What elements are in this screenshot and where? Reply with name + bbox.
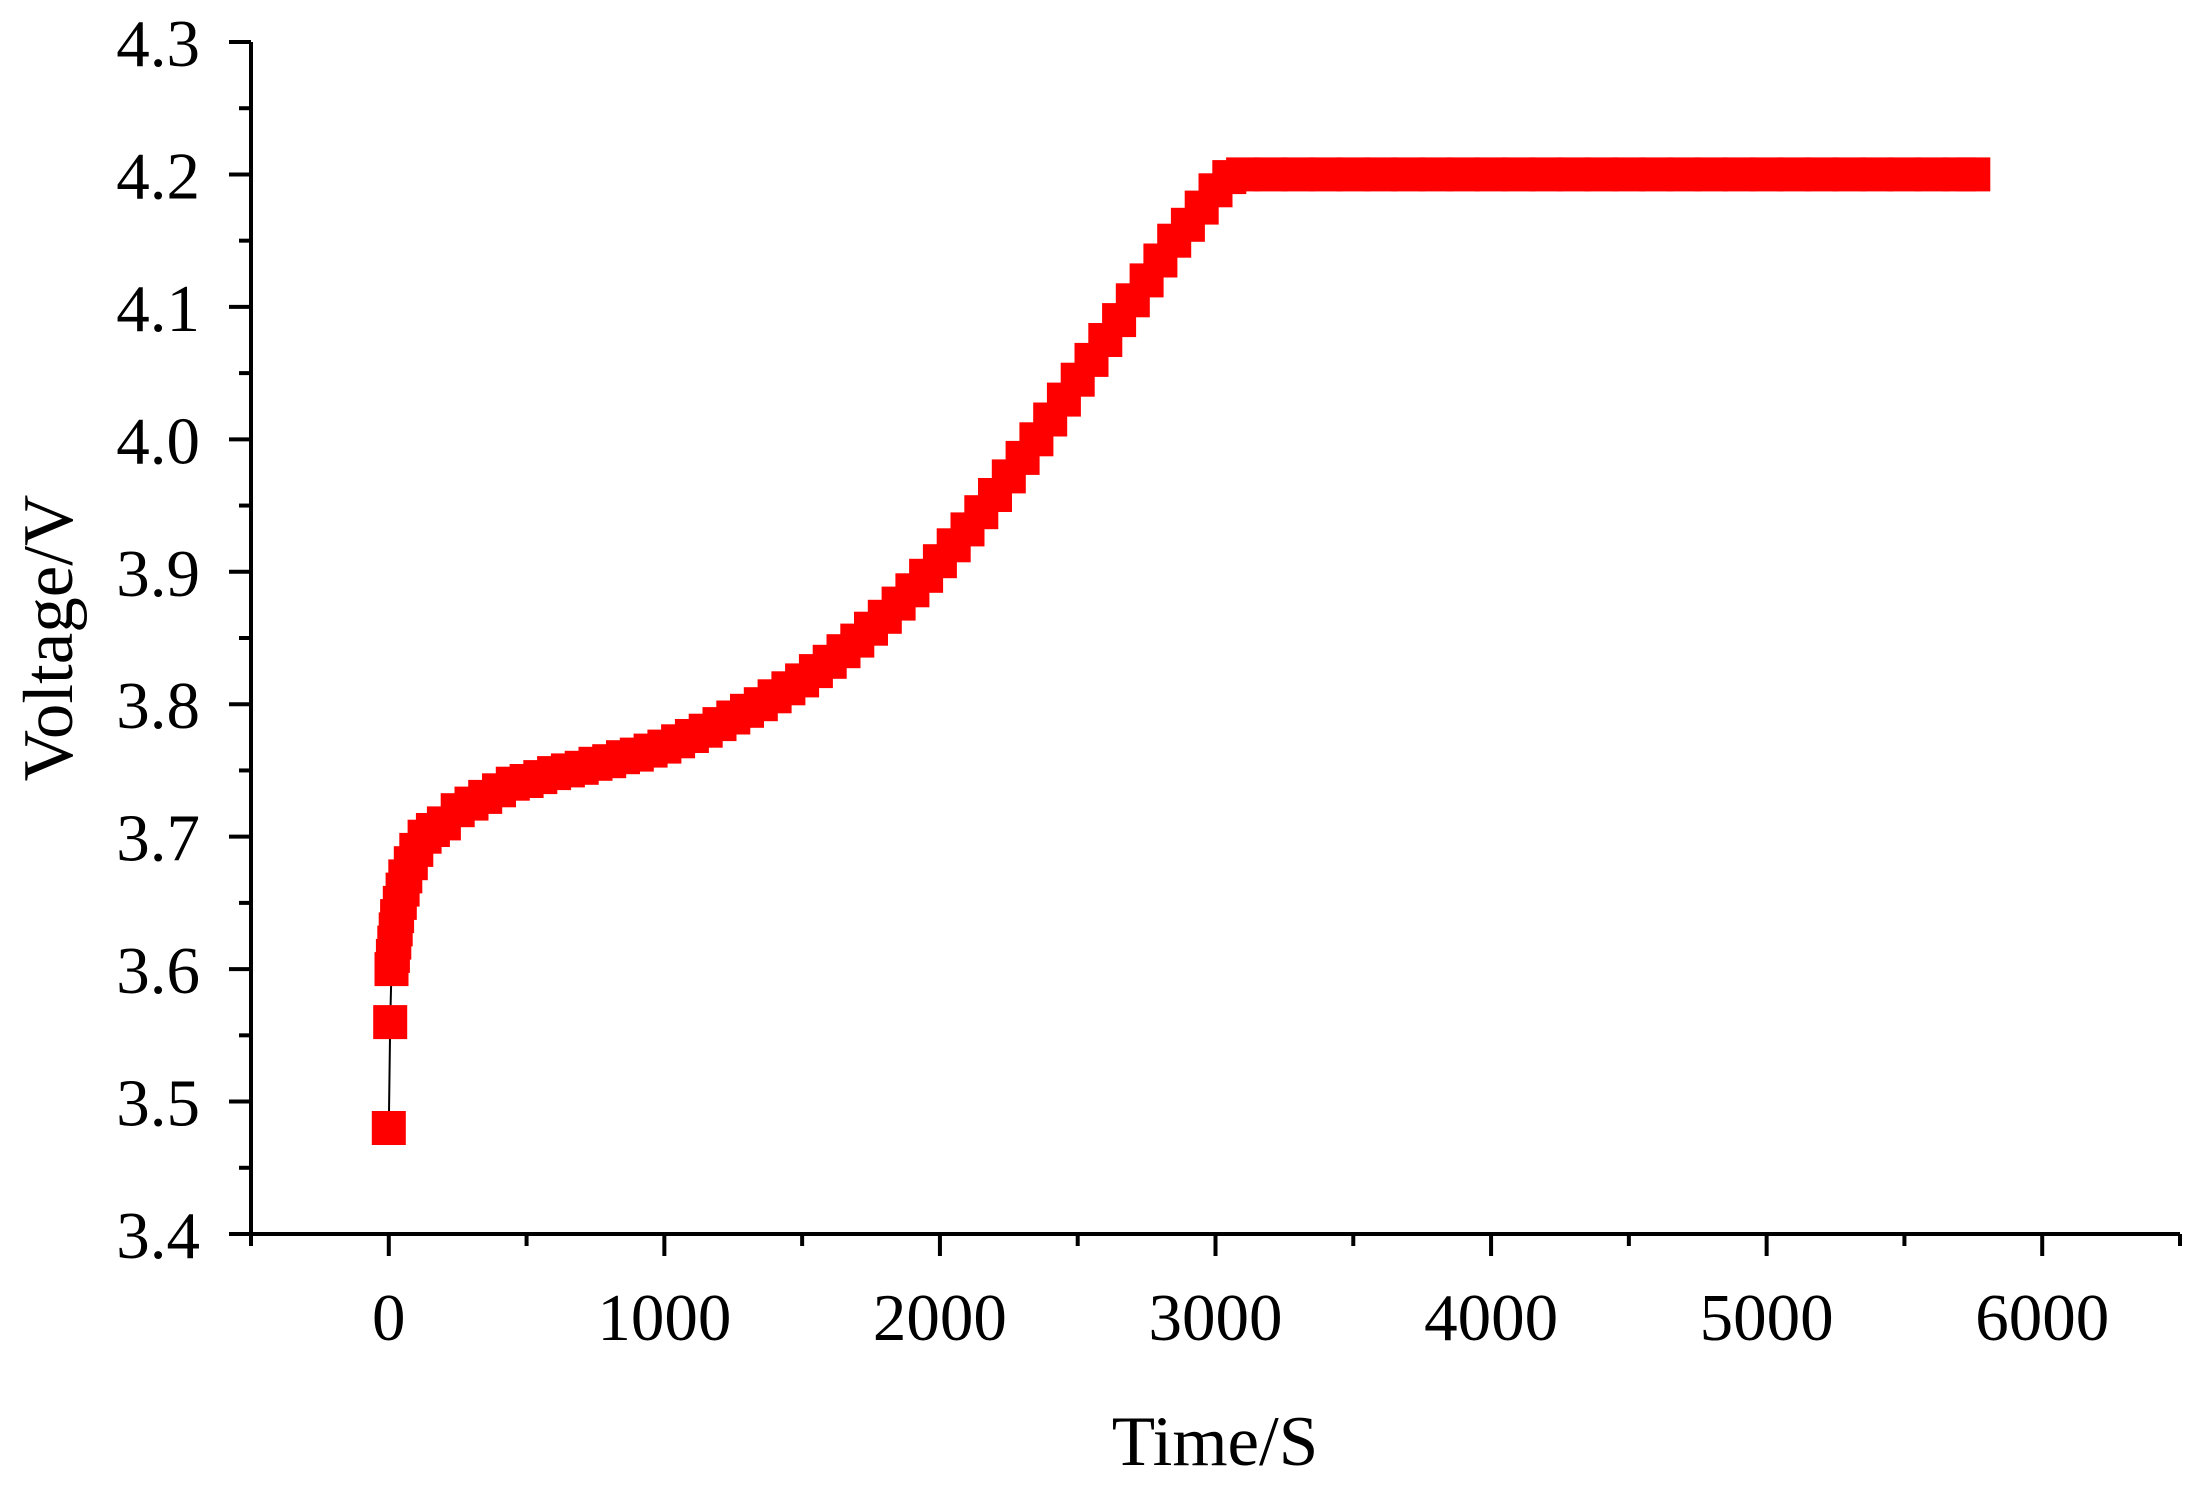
x-tick-label: 3000 xyxy=(1149,1281,1283,1355)
y-tick-label: 3.9 xyxy=(116,537,200,611)
y-tick-label: 3.4 xyxy=(116,1199,200,1273)
y-tick-label: 3.8 xyxy=(116,669,200,743)
data-markers xyxy=(371,157,1991,1145)
y-tick-label: 4.3 xyxy=(116,7,200,81)
x-tick-label: 6000 xyxy=(1975,1281,2109,1355)
y-tick-label: 3.6 xyxy=(116,934,200,1008)
x-tick-label: 4000 xyxy=(1424,1281,1558,1355)
x-tick-label: 5000 xyxy=(1700,1281,1834,1355)
y-tick-label: 4.2 xyxy=(116,139,200,213)
x-axis-title: Time/S xyxy=(1112,1403,1319,1481)
data-point xyxy=(371,1111,406,1145)
y-tick-label: 4.0 xyxy=(116,404,200,478)
y-tick-label: 3.7 xyxy=(116,802,200,876)
data-point xyxy=(1956,157,1991,192)
series-line xyxy=(387,173,1974,1129)
x-tick-label: 2000 xyxy=(873,1281,1007,1355)
y-tick-label: 4.1 xyxy=(116,272,200,346)
y-tick-label: 3.5 xyxy=(116,1067,200,1141)
ticks: 0 1000 2000 3000 4000 5000 6000 3.4 3.5 3.6 3.7 3.8… xyxy=(116,7,2182,1355)
y-axis-title: Voltage/V xyxy=(10,495,88,782)
x-tick-label: 0 xyxy=(372,1281,406,1355)
data-point xyxy=(373,1005,408,1040)
x-tick-label: 1000 xyxy=(597,1281,731,1355)
